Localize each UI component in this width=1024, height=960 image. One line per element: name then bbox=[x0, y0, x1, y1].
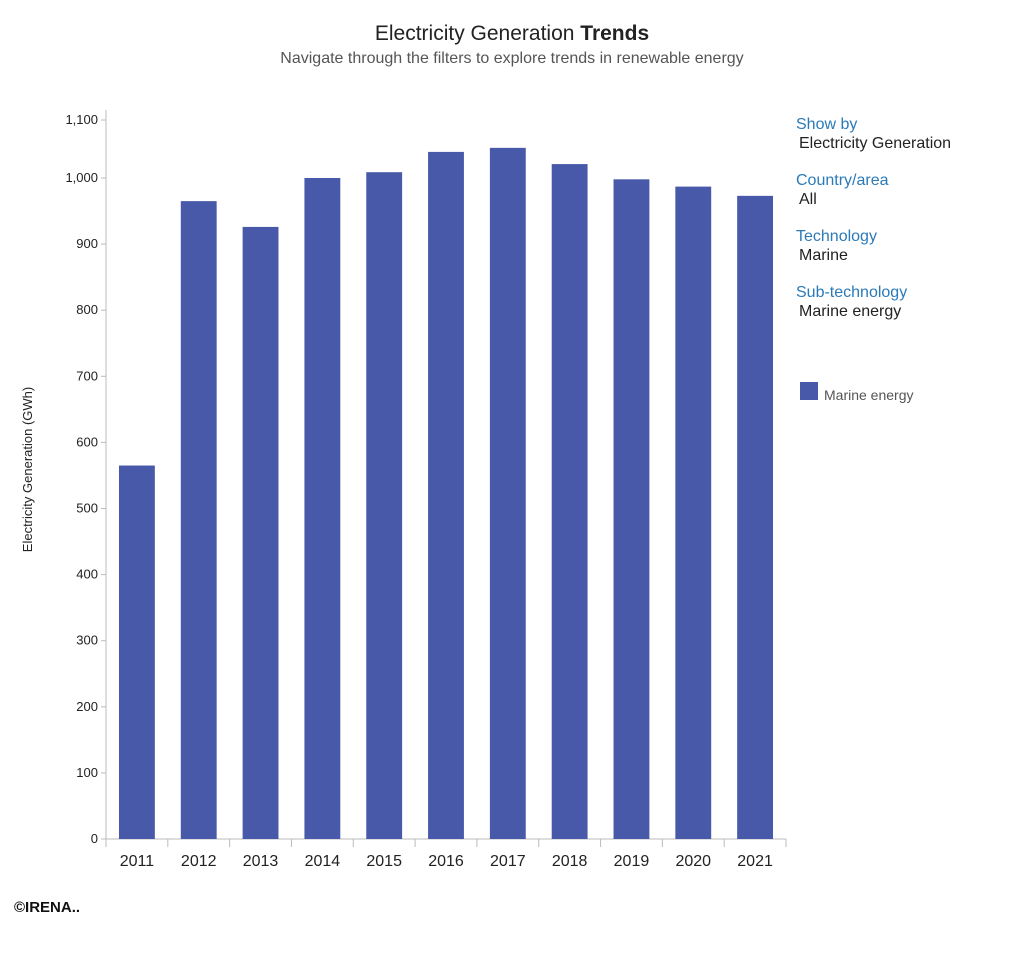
filter-show-by-label[interactable]: Show by bbox=[796, 116, 858, 133]
filter-sub-technology[interactable]: Sub-technology Marine energy bbox=[796, 283, 1016, 321]
filter-technology-label[interactable]: Technology bbox=[796, 228, 877, 245]
filter-sub-technology-value[interactable]: Marine energy bbox=[799, 303, 902, 320]
chart-title-regular: Electricity Generation bbox=[374, 22, 575, 45]
bar-2017 bbox=[489, 147, 526, 840]
filter-country-area-label[interactable]: Country/area bbox=[796, 172, 889, 189]
bar-2013 bbox=[242, 226, 279, 839]
chart-title-bold: Trends bbox=[580, 22, 650, 45]
y-tick-label: 400 bbox=[76, 567, 98, 582]
y-tick-label: 1,000 bbox=[65, 170, 98, 185]
filter-sub-technology-label[interactable]: Sub-technology bbox=[796, 284, 908, 301]
credit-text: ©IRENA.. bbox=[14, 899, 81, 916]
bar-2020 bbox=[675, 186, 712, 839]
y-tick-label: 100 bbox=[76, 765, 98, 780]
bar-2021 bbox=[737, 195, 774, 840]
x-tick-label: 2020 bbox=[675, 853, 711, 870]
y-tick-label: 1,100 bbox=[65, 112, 98, 127]
x-tick-label: 2021 bbox=[737, 853, 773, 870]
y-tick-label: 500 bbox=[76, 501, 98, 516]
bar-2015 bbox=[366, 172, 403, 839]
legend-swatch bbox=[800, 382, 818, 400]
y-tick-label: 200 bbox=[76, 699, 98, 714]
x-tick-label: 2011 bbox=[120, 853, 155, 870]
bar-2018 bbox=[551, 164, 588, 839]
filter-country-area[interactable]: Country/area All bbox=[796, 171, 1016, 209]
y-tick-label: 600 bbox=[76, 434, 98, 449]
chart-title: Electricity Generation Trends bbox=[0, 22, 1024, 46]
chart-legend[interactable]: Marine energy bbox=[800, 382, 914, 403]
bar-2019 bbox=[613, 179, 650, 839]
bar-2014 bbox=[304, 178, 341, 839]
y-tick-label: 900 bbox=[76, 236, 98, 251]
bar-2012 bbox=[180, 201, 217, 839]
x-tick-label: 2012 bbox=[181, 853, 217, 870]
x-tick-label: 2014 bbox=[305, 853, 341, 870]
filter-technology[interactable]: Technology Marine bbox=[796, 227, 1016, 265]
filter-show-by[interactable]: Show by Electricity Generation bbox=[796, 115, 1016, 153]
filter-show-by-value[interactable]: Electricity Generation bbox=[799, 135, 952, 152]
filter-technology-value[interactable]: Marine bbox=[799, 247, 848, 264]
y-tick-label: 800 bbox=[76, 302, 98, 317]
filter-country-area-value[interactable]: All bbox=[799, 191, 817, 208]
x-tick-label: 2013 bbox=[243, 853, 279, 870]
bar-2016 bbox=[428, 151, 464, 839]
chart-subtitle: Navigate through the filters to explore … bbox=[280, 50, 744, 67]
filter-panel: Show by Electricity Generation Country/a… bbox=[796, 115, 1016, 339]
y-axis-title: Electricity Generation (GWh) bbox=[20, 387, 35, 552]
y-tick-label: 700 bbox=[76, 368, 98, 383]
y-tick-label: 300 bbox=[76, 633, 98, 648]
bar-2011 bbox=[118, 465, 155, 839]
x-tick-label: 2018 bbox=[552, 853, 588, 870]
y-tick-label: 0 bbox=[91, 831, 98, 846]
x-tick-label: 2017 bbox=[490, 853, 526, 870]
legend-label: Marine energy bbox=[824, 387, 914, 403]
x-tick-label: 2019 bbox=[614, 853, 650, 870]
x-tick-label: 2016 bbox=[428, 853, 464, 870]
x-tick-label: 2015 bbox=[366, 853, 402, 870]
